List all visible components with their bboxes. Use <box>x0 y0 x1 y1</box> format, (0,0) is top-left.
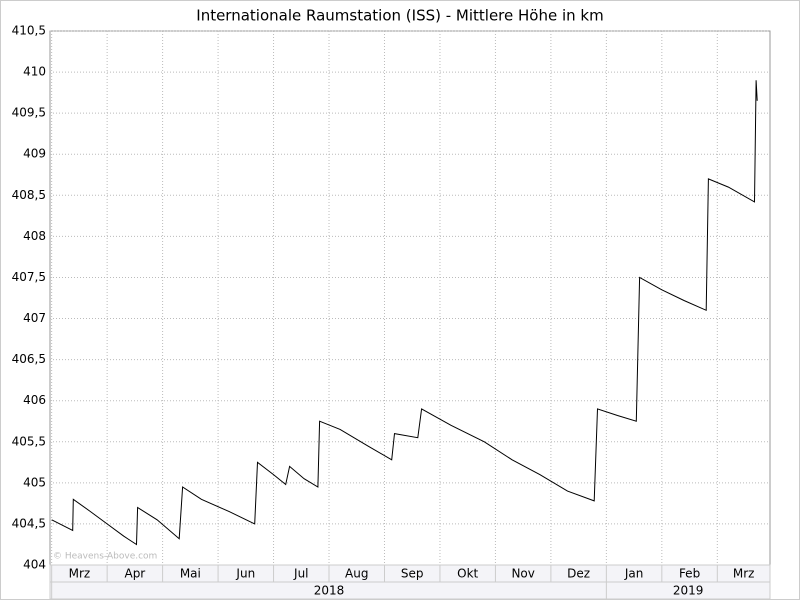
y-tick-label: 406,5 <box>12 352 46 366</box>
x-tick-label: Dez <box>567 567 590 581</box>
x-tick-label: Feb <box>679 567 700 581</box>
y-tick-label: 404 <box>23 558 46 572</box>
year-label: 2019 <box>673 584 704 598</box>
y-tick-label: 407,5 <box>12 270 46 284</box>
x-tick-label: Mrz <box>733 567 755 581</box>
year-label: 2018 <box>314 584 345 598</box>
y-tick-label: 405,5 <box>12 434 46 448</box>
x-tick-label: Sep <box>401 567 424 581</box>
x-tick-label: Mrz <box>69 567 91 581</box>
y-tick-label: 407 <box>23 311 46 325</box>
x-tick-label: Jun <box>235 567 255 581</box>
y-tick-label: 409,5 <box>12 106 46 120</box>
y-tick-label: 409 <box>23 147 46 161</box>
x-tick-label: Okt <box>457 567 478 581</box>
chart-title: Internationale Raumstation (ISS) - Mittl… <box>196 7 603 25</box>
x-tick-label: Nov <box>511 567 534 581</box>
y-tick-label: 405 <box>23 475 46 489</box>
y-tick-label: 408,5 <box>12 188 46 202</box>
y-tick-label: 408 <box>23 229 46 243</box>
x-tick-label: Apr <box>124 567 145 581</box>
x-tick-label: Aug <box>345 567 368 581</box>
plot-area <box>49 30 771 566</box>
year-band <box>49 581 771 600</box>
x-tick-label: Jan <box>624 567 644 581</box>
watermark: © Heavens-Above.com <box>53 552 157 562</box>
y-tick-label: 410 <box>23 65 46 79</box>
y-tick-label: 406 <box>23 393 46 407</box>
line-series <box>51 80 758 546</box>
y-tick-label: 410,5 <box>12 24 46 38</box>
x-tick-label: Jul <box>293 567 308 581</box>
y-tick-label: 404,5 <box>12 516 46 530</box>
x-tick-label: Mai <box>180 567 201 581</box>
